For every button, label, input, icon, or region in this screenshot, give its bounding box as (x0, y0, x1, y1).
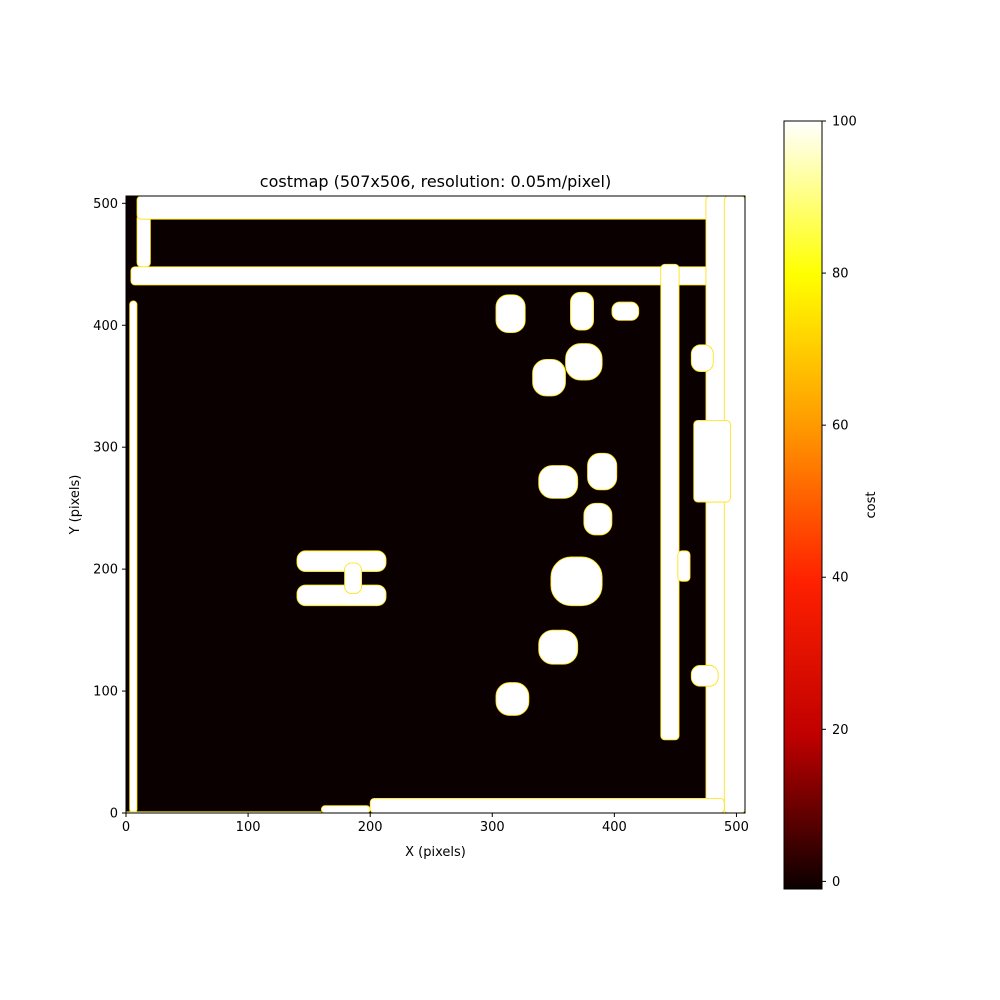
obstacle-19 (538, 629, 579, 665)
obstacle-26 (495, 294, 526, 333)
obstacle-11 (677, 550, 691, 582)
obstacle-8 (320, 805, 371, 814)
x-tick-label-0: 0 (122, 820, 130, 835)
obstacle-4 (136, 195, 725, 220)
chart-title: costmap (507x506, resolution: 0.05m/pixe… (260, 172, 611, 191)
y-tick-label-0: 0 (110, 807, 118, 822)
obstacle-24 (532, 358, 566, 397)
costmap-image-background (126, 196, 745, 813)
obstacle-6 (723, 195, 746, 814)
obstacle-20 (550, 556, 603, 607)
obstacle-10 (660, 263, 680, 741)
obstacle-3 (136, 213, 151, 268)
obstacle-14 (690, 344, 714, 372)
colorbar-label: cost (864, 492, 879, 519)
obstacle-28 (611, 301, 640, 321)
x-tick-label-2: 200 (358, 820, 383, 835)
obstacle-22 (538, 465, 579, 499)
colorbar-tick-label-4: 80 (832, 267, 849, 282)
obstacle-2 (130, 266, 725, 286)
y-tick-label-1: 100 (93, 685, 118, 700)
plot-area: 0 100 200 300 400 500 0 100 200 300 400 500 (93, 195, 749, 835)
colorbar-tick-label-0: 0 (832, 875, 840, 890)
y-tick-label-2: 200 (93, 563, 118, 578)
obstacle-13 (690, 665, 719, 687)
obstacle-layer (125, 195, 746, 814)
colorbar-tick-label-1: 20 (832, 723, 849, 738)
colorbar-tick-label-5: 100 (832, 115, 857, 130)
x-tick-label-5: 500 (724, 820, 749, 835)
obstacle-17 (344, 562, 363, 594)
x-tick-label-4: 400 (602, 820, 627, 835)
x-axis-label: X (pixels) (405, 845, 466, 860)
plot-frame (125, 195, 746, 814)
colorbar: 0 20 40 60 80 100 cost (783, 115, 879, 890)
x-tick-label-3: 300 (480, 820, 505, 835)
obstacle-16 (296, 584, 387, 607)
y-tick-label-5: 500 (93, 197, 118, 212)
x-axis-ticks: 0 100 200 300 400 500 (122, 813, 749, 835)
obstacle-12 (693, 419, 731, 503)
colorbar-gradient (783, 120, 823, 890)
y-tick-label-4: 400 (93, 319, 118, 334)
obstacle-1 (129, 300, 138, 814)
y-tick-label-3: 300 (93, 441, 118, 456)
obstacle-23 (587, 452, 618, 491)
obstacle-9 (369, 797, 725, 814)
colorbar-tick-label-2: 40 (832, 571, 849, 586)
y-axis-label: Y (pixels) (68, 475, 83, 536)
x-tick-label-1: 100 (236, 820, 261, 835)
y-axis-ticks: 0 100 200 300 400 500 (93, 197, 126, 822)
obstacle-15 (296, 550, 387, 572)
obstacle-18 (495, 682, 530, 716)
obstacle-25 (565, 343, 603, 381)
colorbar-ticks: 0 20 40 60 80 100 (822, 115, 857, 890)
obstacle-21 (583, 502, 613, 536)
obstacle-27 (570, 291, 595, 331)
colorbar-tick-label-3: 60 (832, 419, 849, 434)
